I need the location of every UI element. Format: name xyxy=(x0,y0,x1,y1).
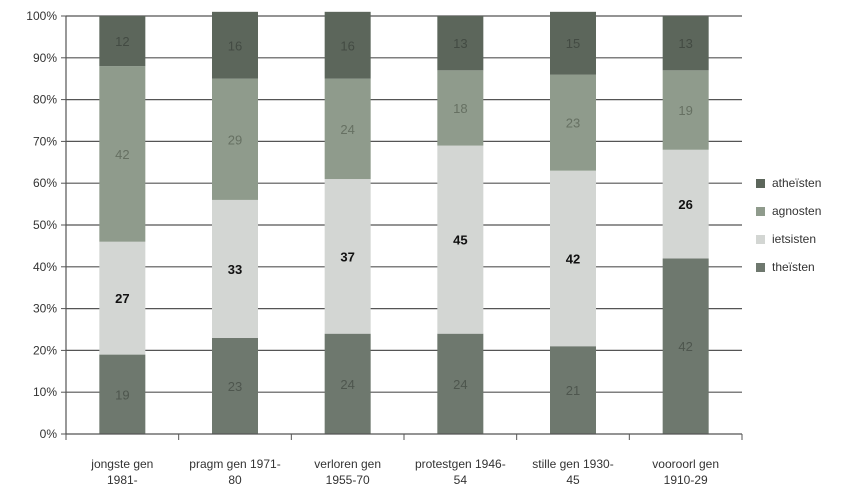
data-label: 26 xyxy=(678,197,692,212)
y-tick-label: 80% xyxy=(33,93,57,107)
bar-segment xyxy=(550,170,596,347)
bar-segment xyxy=(437,16,484,71)
bar-segment xyxy=(324,11,371,79)
legend-label: ietsisten xyxy=(772,232,816,246)
data-label: 23 xyxy=(566,116,580,131)
x-tick-label: pragm gen 1971- xyxy=(189,457,280,471)
bar-segment xyxy=(437,145,484,334)
y-axis: 0% 10% 20% 30% 40% 50% 60% 70% 80% 90% 100% xyxy=(26,9,67,441)
y-tick-label: 60% xyxy=(33,176,57,190)
y-tick-label: 100% xyxy=(26,9,57,23)
data-label: 13 xyxy=(678,36,692,51)
y-tick-label: 40% xyxy=(33,260,57,274)
bar-segment xyxy=(99,66,146,242)
data-label: 15 xyxy=(566,36,580,51)
legend-label: theïsten xyxy=(772,260,815,274)
y-tick-label: 50% xyxy=(33,218,57,232)
y-tick-label: 0% xyxy=(40,427,58,441)
x-tick-label: 1910-29 xyxy=(664,473,708,487)
bar-segment xyxy=(212,337,258,434)
data-label: 19 xyxy=(115,387,129,402)
y-tick-label: 70% xyxy=(33,134,57,148)
legend-swatch xyxy=(756,235,765,244)
legend-swatch xyxy=(756,263,765,272)
data-label: 19 xyxy=(678,103,692,118)
x-tick-label: vooroorl gen xyxy=(652,457,719,471)
x-tick-label: stille gen 1930- xyxy=(532,457,613,471)
bar-segment xyxy=(662,149,709,259)
gridlines xyxy=(66,15,742,393)
data-label: 45 xyxy=(453,233,467,248)
bars: 19 27 42 12 23 33 29 16 24 37 24 16 24 45 18 13 21 42 23 15… xyxy=(99,11,709,434)
bar-segment xyxy=(550,11,596,75)
x-tick-label: 1955-70 xyxy=(326,473,370,487)
bar-segment xyxy=(99,16,146,67)
data-label: 42 xyxy=(566,251,580,266)
bar-segment xyxy=(437,70,484,146)
x-tick-label: 54 xyxy=(454,473,468,487)
bar-segment xyxy=(324,179,371,334)
bar-segment xyxy=(662,16,709,71)
x-tick-label: 45 xyxy=(566,473,580,487)
y-tick-label: 10% xyxy=(33,385,57,399)
data-label: 16 xyxy=(340,38,354,53)
bar-segment xyxy=(99,354,146,434)
x-tick-label: verloren gen xyxy=(314,457,381,471)
legend-label: atheïsten xyxy=(772,176,821,190)
data-label: 23 xyxy=(228,379,242,394)
data-label: 42 xyxy=(115,147,129,162)
bar-segment xyxy=(324,333,371,434)
data-label: 33 xyxy=(228,262,242,277)
data-label: 42 xyxy=(678,339,692,354)
legend-label: agnosten xyxy=(772,204,821,218)
data-label: 24 xyxy=(340,377,354,392)
bar-segment xyxy=(324,78,371,180)
data-label: 29 xyxy=(228,132,242,147)
y-tick-label: 30% xyxy=(33,302,57,316)
bar-segment xyxy=(662,258,709,434)
bar-segment xyxy=(99,241,146,355)
bar-segment xyxy=(550,74,596,171)
data-label: 24 xyxy=(340,122,354,137)
bar-segment xyxy=(212,11,258,79)
data-label: 16 xyxy=(228,38,242,53)
legend-swatch xyxy=(756,207,765,216)
legend-swatch xyxy=(756,179,765,188)
x-tick-label: protestgen 1946- xyxy=(415,457,506,471)
x-tick-label: 1981- xyxy=(107,473,138,487)
bar-segment xyxy=(662,70,709,150)
y-tick-label: 90% xyxy=(33,51,57,65)
x-tick-label: jongste gen xyxy=(90,457,153,471)
data-label: 37 xyxy=(340,249,354,264)
data-label: 21 xyxy=(566,383,580,398)
bar-segment xyxy=(212,199,258,338)
data-label: 24 xyxy=(453,377,467,392)
data-label: 27 xyxy=(115,291,129,306)
x-axis: jongste gen 1981- pragm gen 1971- 80 verlore… xyxy=(65,433,743,487)
data-label: 18 xyxy=(453,101,467,116)
legend: atheïsten agnosten ietsisten theïsten xyxy=(756,176,821,274)
data-label: 13 xyxy=(453,36,467,51)
y-tick-label: 20% xyxy=(33,343,57,357)
bar-segment xyxy=(212,78,258,200)
bar-segment xyxy=(550,346,596,434)
x-tick-label: 80 xyxy=(228,473,242,487)
bar-segment xyxy=(437,333,484,434)
data-label: 12 xyxy=(115,34,129,49)
